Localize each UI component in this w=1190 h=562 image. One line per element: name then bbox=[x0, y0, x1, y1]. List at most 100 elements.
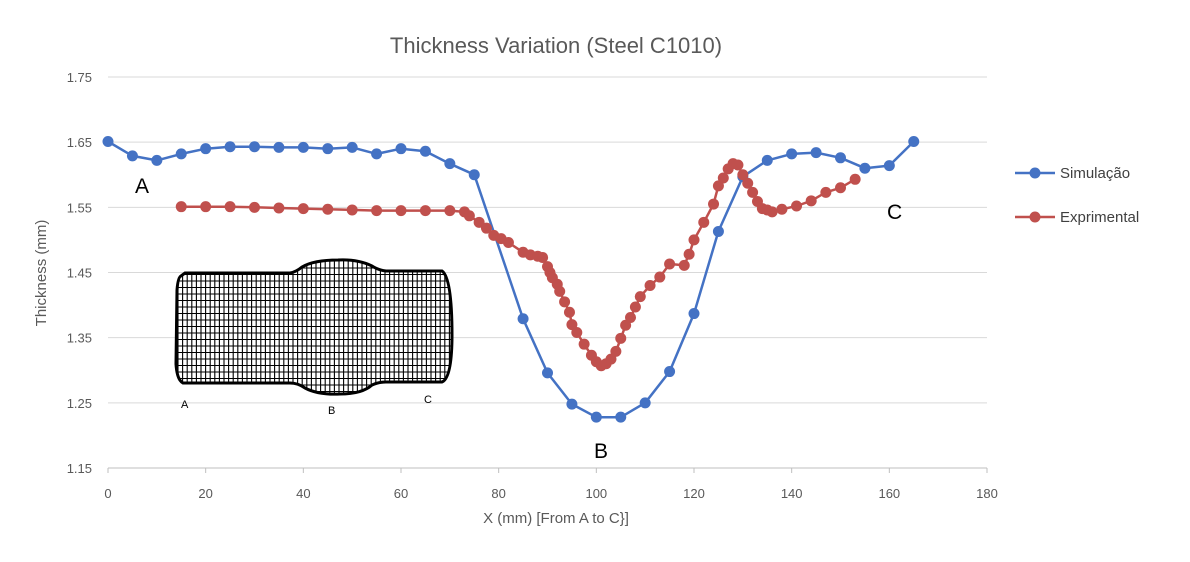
data-point-exprimental bbox=[615, 332, 627, 344]
legend-label-simulacao: Simulação bbox=[1060, 165, 1130, 182]
data-point-exprimental bbox=[620, 319, 632, 331]
data-point-simulacao bbox=[249, 141, 260, 153]
data-point-exprimental bbox=[747, 186, 759, 198]
y-axis-label: Thickness (mm) bbox=[33, 220, 50, 327]
data-point-simulacao bbox=[566, 398, 578, 410]
x-tick-label: 20 bbox=[198, 486, 212, 501]
data-point-exprimental bbox=[664, 258, 676, 270]
data-point-exprimental bbox=[629, 301, 641, 313]
data-point-exprimental bbox=[712, 180, 724, 192]
data-point-exprimental bbox=[175, 201, 187, 213]
data-point-exprimental bbox=[502, 237, 514, 249]
legend: Simulação Exprimental bbox=[1015, 165, 1139, 226]
x-axis-label: X (mm) [From A to C}] bbox=[483, 510, 629, 527]
data-point-simulacao bbox=[542, 367, 553, 379]
data-point-exprimental bbox=[563, 306, 575, 318]
data-point-simulacao bbox=[883, 160, 895, 172]
y-tick-label: 1.25 bbox=[67, 396, 92, 411]
y-tick-labels: 1.15 1.25 1.35 1.45 1.55 1.65 1.75 bbox=[67, 70, 92, 476]
y-tick-label: 1.75 bbox=[67, 70, 92, 85]
data-point-exprimental bbox=[554, 285, 566, 297]
data-point-exprimental bbox=[346, 204, 358, 216]
data-point-exprimental bbox=[742, 177, 754, 189]
y-tick-label: 1.45 bbox=[67, 266, 92, 281]
inset-label-c: C bbox=[424, 394, 432, 406]
data-point-simulacao bbox=[395, 143, 407, 155]
data-point-exprimental bbox=[820, 186, 832, 198]
x-tick-label: 180 bbox=[976, 486, 998, 501]
data-point-simulacao bbox=[224, 141, 236, 153]
data-point-simulacao bbox=[175, 148, 187, 160]
y-tick-label: 1.65 bbox=[67, 135, 92, 150]
data-point-simulacao bbox=[468, 169, 480, 181]
data-point-exprimental bbox=[566, 319, 578, 331]
inset-label-b: B bbox=[328, 405, 335, 417]
data-point-simulacao bbox=[639, 397, 651, 409]
data-point-exprimental bbox=[737, 169, 749, 181]
data-point-exprimental bbox=[791, 200, 803, 212]
data-point-simulacao bbox=[102, 136, 114, 148]
data-point-exprimental bbox=[708, 198, 720, 210]
x-tick-label: 60 bbox=[394, 486, 408, 501]
data-point-exprimental bbox=[688, 234, 700, 246]
data-point-exprimental bbox=[463, 210, 475, 222]
data-point-simulacao bbox=[200, 143, 212, 155]
data-point-exprimental bbox=[634, 291, 646, 303]
data-point-exprimental bbox=[395, 205, 407, 217]
data-point-exprimental bbox=[644, 280, 656, 292]
data-point-exprimental bbox=[605, 353, 617, 365]
data-point-simulacao bbox=[273, 141, 285, 153]
data-point-simulacao bbox=[810, 147, 822, 159]
data-point-exprimental bbox=[224, 201, 236, 213]
data-point-exprimental bbox=[717, 172, 729, 184]
x-tick-labels: 0 20 40 60 80 100 120 140 160 180 bbox=[104, 468, 998, 501]
data-point-exprimental bbox=[625, 311, 637, 323]
x-tick-label: 0 bbox=[104, 486, 111, 501]
chart-title: Thickness Variation (Steel C1010) bbox=[390, 33, 722, 58]
x-tick-label: 140 bbox=[781, 486, 803, 501]
data-point-exprimental bbox=[578, 338, 590, 350]
data-point-exprimental bbox=[297, 203, 309, 215]
data-point-simulacao bbox=[419, 145, 431, 157]
data-point-simulacao bbox=[835, 152, 846, 164]
data-point-simulacao bbox=[371, 148, 383, 160]
data-point-exprimental bbox=[835, 182, 846, 194]
data-point-simulacao bbox=[346, 141, 358, 153]
data-point-simulacao bbox=[908, 136, 920, 148]
x-tick-label: 160 bbox=[878, 486, 900, 501]
data-point-exprimental bbox=[249, 201, 260, 213]
legend-item-simulacao: Simulação bbox=[1015, 165, 1130, 182]
legend-item-exprimental: Exprimental bbox=[1015, 209, 1139, 226]
data-point-simulacao bbox=[517, 313, 529, 325]
inset-label-a: A bbox=[181, 399, 189, 411]
data-point-exprimental bbox=[571, 326, 583, 338]
data-point-exprimental bbox=[732, 159, 744, 171]
data-point-exprimental bbox=[371, 205, 383, 217]
series-layer bbox=[102, 136, 920, 423]
data-point-simulacao bbox=[126, 150, 138, 162]
data-point-exprimental bbox=[654, 271, 666, 283]
data-point-simulacao bbox=[444, 158, 456, 170]
data-point-exprimental bbox=[683, 248, 695, 260]
x-tick-label: 80 bbox=[491, 486, 505, 501]
data-point-exprimental bbox=[805, 195, 817, 207]
data-point-exprimental bbox=[419, 205, 431, 217]
data-point-exprimental bbox=[480, 222, 492, 234]
data-point-simulacao bbox=[688, 308, 700, 320]
data-point-exprimental bbox=[698, 216, 710, 228]
x-tick-label: 100 bbox=[585, 486, 607, 501]
data-point-exprimental bbox=[537, 252, 549, 264]
data-point-exprimental bbox=[678, 259, 690, 271]
x-tick-label: 40 bbox=[296, 486, 310, 501]
tube-mesh-figure: A B C bbox=[174, 258, 454, 417]
data-point-exprimental bbox=[776, 203, 788, 215]
data-point-simulacao bbox=[712, 225, 724, 237]
data-point-simulacao bbox=[761, 154, 773, 166]
annotation-c: C bbox=[887, 201, 902, 224]
data-point-simulacao bbox=[297, 141, 309, 153]
data-point-simulacao bbox=[664, 366, 676, 378]
data-point-simulacao bbox=[859, 162, 871, 174]
data-point-exprimental bbox=[610, 345, 622, 357]
data-point-exprimental bbox=[766, 206, 778, 218]
legend-label-exprimental: Exprimental bbox=[1060, 209, 1139, 226]
